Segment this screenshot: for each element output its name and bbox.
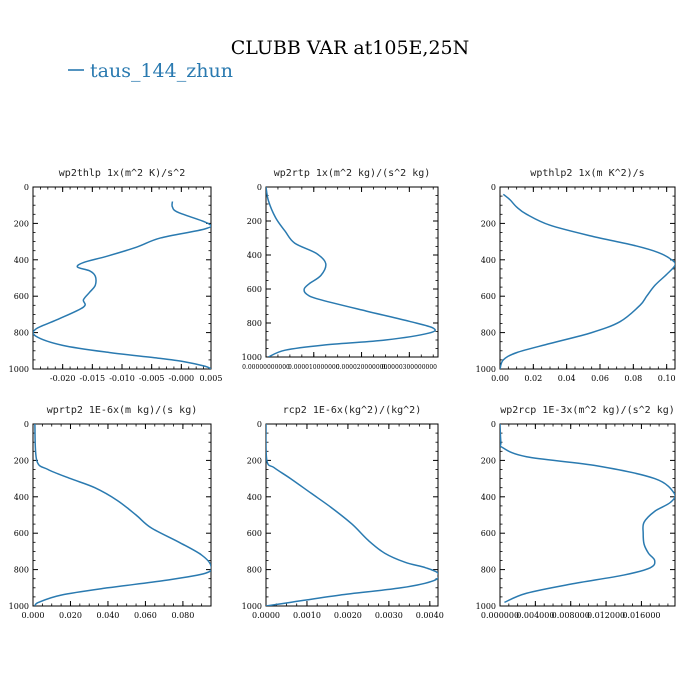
panels: wp2thlp 1x(m^2 K)/s^2 0 200 400 600 800 1000 -0…	[9, 168, 676, 620]
panel-title: wp2thlp 1x(m^2 K)/s^2	[59, 168, 185, 179]
y-tick-label: 600	[247, 529, 262, 538]
x-tick-label: 0.0030	[375, 611, 403, 620]
x-tick-label: 0.020	[59, 611, 82, 620]
y-tick-label: 800	[247, 566, 262, 575]
x-tick-label: 0.080	[171, 611, 194, 620]
legend-label: taus_144_zhun	[90, 60, 233, 82]
series-line	[33, 201, 211, 369]
y-tick-label: 400	[247, 493, 262, 502]
y-tick-label: 400	[481, 256, 496, 265]
y-tick-label: 0	[24, 183, 29, 192]
x-tick-label: 0.000	[22, 611, 45, 620]
y-tick-label: 200	[247, 456, 262, 465]
x-tick-label: 0.000010000000	[288, 364, 340, 371]
panel-title: rcp2 1E-6x(kg^2)/(kg^2)	[283, 405, 421, 416]
y-tick-label: 200	[481, 219, 496, 228]
y-tick-label: 800	[481, 329, 496, 338]
y-tick-label: 800	[481, 566, 496, 575]
y-tick-label: 200	[14, 219, 29, 228]
plot-frame	[32, 423, 212, 607]
x-tick-label: 0.004000	[516, 611, 554, 620]
x-tick-label: 0.008000	[552, 611, 590, 620]
panel-2: wp2rtp 1x(m^2 kg)/(s^2 kg) 0 200 400 600 800 1…	[242, 168, 439, 371]
x-tick-label: 0.0000300000000	[382, 364, 438, 371]
x-tick-label: 0.000020000000	[336, 364, 388, 371]
y-tick-label: 800	[14, 329, 29, 338]
y-tick-label: 400	[481, 493, 496, 502]
x-tick-label: 0.0000	[252, 611, 280, 620]
x-tick-label: 0.04	[558, 374, 576, 383]
y-tick-label: 200	[481, 456, 496, 465]
panel-3: wpthlp2 1x(m K^2)/s 0 200 400 600 800 10000.00…	[476, 168, 676, 383]
panel-title: wp2rcp 1E-3x(m^2 kg)/(s^2 kg)	[500, 405, 675, 416]
x-tick-label: 0.040	[96, 611, 119, 620]
y-tick-label: 200	[14, 456, 29, 465]
x-tick-label: 0.06	[591, 374, 609, 383]
y-tick-label: 1000	[476, 365, 496, 374]
y-tick-label: 0	[257, 183, 262, 192]
y-tick-label: 800	[247, 319, 262, 328]
panel-6: wp2rcp 1E-3x(m^2 kg)/(s^2 kg) 0 200 400 600 8…	[476, 405, 676, 620]
x-tick-label: -0.000	[169, 374, 195, 383]
y-tick-label: 0	[491, 420, 496, 429]
plot-frame	[265, 423, 439, 607]
x-tick-label: 0.10	[658, 374, 676, 383]
series-line	[266, 187, 436, 357]
y-tick-label: 1000	[9, 602, 29, 611]
series-line	[500, 424, 675, 604]
y-tick-label: 600	[481, 529, 496, 538]
y-tick-label: 400	[247, 251, 262, 260]
y-tick-label: 1000	[476, 602, 496, 611]
y-tick-label: 600	[481, 292, 496, 301]
y-tick-label: 1000	[9, 365, 29, 374]
series-line	[500, 193, 675, 369]
x-tick-label: -0.005	[139, 374, 165, 383]
y-tick-label: 600	[14, 529, 29, 538]
plot-frame	[499, 423, 676, 607]
y-tick-label: 0	[491, 183, 496, 192]
y-tick-label: 1000	[242, 602, 262, 611]
y-tick-label: 0	[257, 420, 262, 429]
panel-title: wpthlp2 1x(m K^2)/s	[530, 168, 644, 179]
y-tick-label: 600	[14, 292, 29, 301]
y-tick-label: 400	[14, 256, 29, 265]
y-tick-label: 800	[14, 566, 29, 575]
x-tick-label: -0.010	[109, 374, 135, 383]
y-tick-label: 400	[14, 493, 29, 502]
panel-title: wprtp2 1E-6x(m kg)/(s kg)	[47, 405, 198, 416]
x-tick-label: 0.016000	[622, 611, 660, 620]
panel-4: wprtp2 1E-6x(m kg)/(s kg) 0 200 400 600 800 10…	[9, 405, 212, 620]
x-tick-label: 0.000000	[481, 611, 519, 620]
series-line	[266, 424, 438, 606]
series-line	[34, 424, 211, 606]
x-tick-label: 0.00000000000	[242, 364, 290, 371]
x-tick-label: 0.012000	[587, 611, 625, 620]
x-tick-label: -0.020	[50, 374, 76, 383]
legend: taus_144_zhun	[68, 60, 233, 82]
x-tick-label: 0.060	[134, 611, 157, 620]
y-tick-label: 0	[24, 420, 29, 429]
panel-5: rcp2 1E-6x(kg^2)/(kg^2) 0 200 400 600 800 1000…	[242, 405, 444, 620]
panel-1: wp2thlp 1x(m^2 K)/s^2 0 200 400 600 800 1000 -0…	[9, 168, 223, 383]
y-tick-label: 200	[247, 217, 262, 226]
panel-title: wp2rtp 1x(m^2 kg)/(s^2 kg)	[274, 168, 431, 179]
y-tick-label: 600	[247, 285, 262, 294]
x-tick-label: -0.015	[80, 374, 106, 383]
plot-frame	[265, 186, 439, 358]
x-tick-label: 0.08	[624, 374, 642, 383]
y-tick-label: 1000	[242, 353, 262, 362]
x-tick-label: 0.0010	[293, 611, 321, 620]
figure-title: CLUBB VAR at105E,25N	[231, 37, 470, 59]
x-tick-label: 0.02	[524, 374, 542, 383]
x-tick-label: 0.00	[491, 374, 509, 383]
x-tick-label: 0.0020	[334, 611, 362, 620]
x-tick-label: 0.005	[200, 374, 223, 383]
x-tick-label: 0.0040	[416, 611, 444, 620]
